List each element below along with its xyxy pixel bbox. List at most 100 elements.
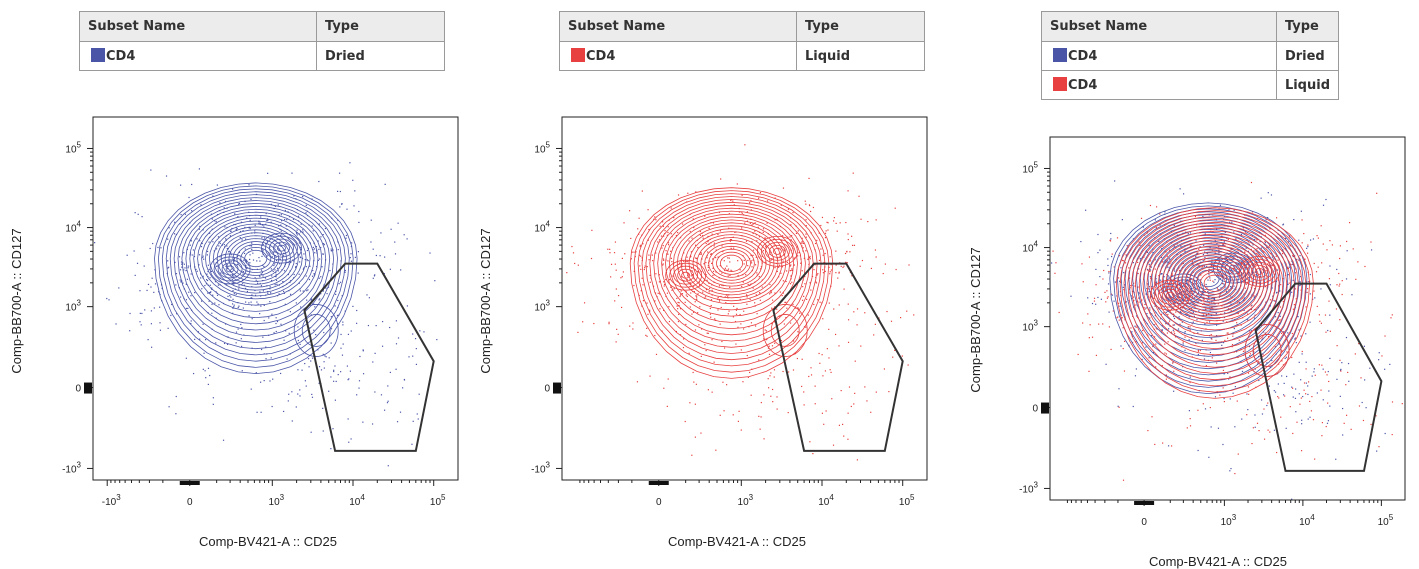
event-dot [1277, 383, 1279, 385]
event-dot [229, 295, 231, 297]
event-dot [230, 260, 232, 262]
event-dot [342, 343, 344, 345]
event-dot [844, 252, 847, 255]
event-dot [1291, 332, 1293, 335]
event-dot [429, 252, 431, 254]
event-dot [814, 264, 816, 266]
event-dot [1138, 241, 1140, 243]
event-dot [1335, 458, 1337, 460]
event-dot [262, 336, 264, 338]
event-dot [305, 385, 307, 387]
event-dot [888, 390, 890, 393]
event-dot [713, 245, 715, 247]
event-dot [1129, 287, 1131, 289]
event-dot [140, 324, 142, 326]
event-dot [1346, 240, 1348, 243]
event-dot [1149, 317, 1151, 319]
event-dot [1166, 255, 1168, 257]
event-dot [1289, 244, 1291, 247]
event-dot [1088, 256, 1091, 258]
y-axis-label: Comp-BB700-A :: CD127 [9, 228, 24, 373]
y-tick-label: 103 [534, 299, 550, 314]
event-dot [1289, 406, 1291, 408]
event-dot [1141, 299, 1143, 301]
y-tick-label: -103 [1019, 480, 1038, 495]
event-dot [1264, 240, 1266, 242]
event-dot [1192, 321, 1194, 323]
density-contour [212, 226, 299, 291]
event-dot [1154, 268, 1156, 270]
event-dot [1294, 288, 1297, 290]
event-dot [1223, 276, 1225, 278]
event-dot [1184, 251, 1186, 253]
event-dot [735, 313, 738, 315]
event-dot [1233, 209, 1235, 211]
event-dot [248, 184, 250, 186]
event-dot [1202, 260, 1204, 262]
density-contour [1136, 222, 1281, 351]
event-dot [846, 251, 848, 253]
event-dot [1221, 265, 1223, 268]
event-dot [694, 244, 697, 246]
event-dot [249, 258, 251, 261]
event-dot [349, 256, 351, 259]
event-dot [801, 299, 804, 301]
event-dot [1108, 270, 1110, 273]
event-dot [694, 436, 696, 438]
event-dot [1204, 323, 1206, 325]
event-dot [1166, 261, 1168, 263]
event-dot [678, 262, 681, 264]
event-dot [1247, 372, 1250, 374]
event-dot [751, 241, 753, 243]
event-dot [774, 219, 776, 221]
event-dot [703, 263, 705, 265]
event-dot [1348, 380, 1350, 382]
event-dot [647, 313, 649, 315]
event-dot [1205, 308, 1207, 310]
event-dot [808, 256, 811, 259]
event-dot [1390, 317, 1392, 319]
event-dot [187, 267, 189, 269]
event-dot [814, 242, 817, 245]
event-dot [1210, 308, 1212, 310]
event-dot [153, 291, 155, 293]
event-dot [1198, 310, 1200, 312]
event-dot [203, 258, 205, 260]
event-dot [1229, 376, 1231, 378]
event-dot [1299, 284, 1301, 287]
event-dot [349, 370, 351, 372]
event-dot [272, 378, 274, 380]
density-contour [1196, 268, 1234, 298]
event-dot [1320, 322, 1322, 324]
event-dot [311, 275, 314, 277]
dried-color-swatch [91, 48, 105, 62]
event-dot [712, 270, 715, 273]
event-dot [1207, 279, 1209, 281]
event-dot [719, 265, 721, 267]
event-dot [758, 276, 760, 278]
event-dot [1197, 409, 1199, 411]
event-dot [726, 269, 728, 271]
event-dot [229, 235, 232, 237]
event-dot [747, 283, 749, 286]
event-dot [730, 199, 732, 201]
event-dot [271, 256, 273, 258]
event-dot [776, 308, 778, 310]
event-dot [1316, 392, 1318, 394]
event-dot [1193, 264, 1195, 266]
event-dot [1309, 293, 1312, 295]
peak-contour [772, 247, 782, 255]
event-dot [1246, 393, 1248, 395]
event-dot [1281, 375, 1283, 377]
event-dot [318, 248, 320, 250]
x-axis-event-pileup [648, 481, 669, 485]
event-dot [624, 253, 626, 255]
event-dot [1338, 272, 1340, 275]
event-dot [750, 200, 752, 202]
event-dot [1329, 265, 1331, 267]
event-dot [403, 379, 406, 381]
y-tick-label: 105 [1022, 160, 1038, 175]
event-dot [621, 257, 624, 260]
event-dot [348, 441, 350, 443]
event-dot [1146, 251, 1149, 253]
